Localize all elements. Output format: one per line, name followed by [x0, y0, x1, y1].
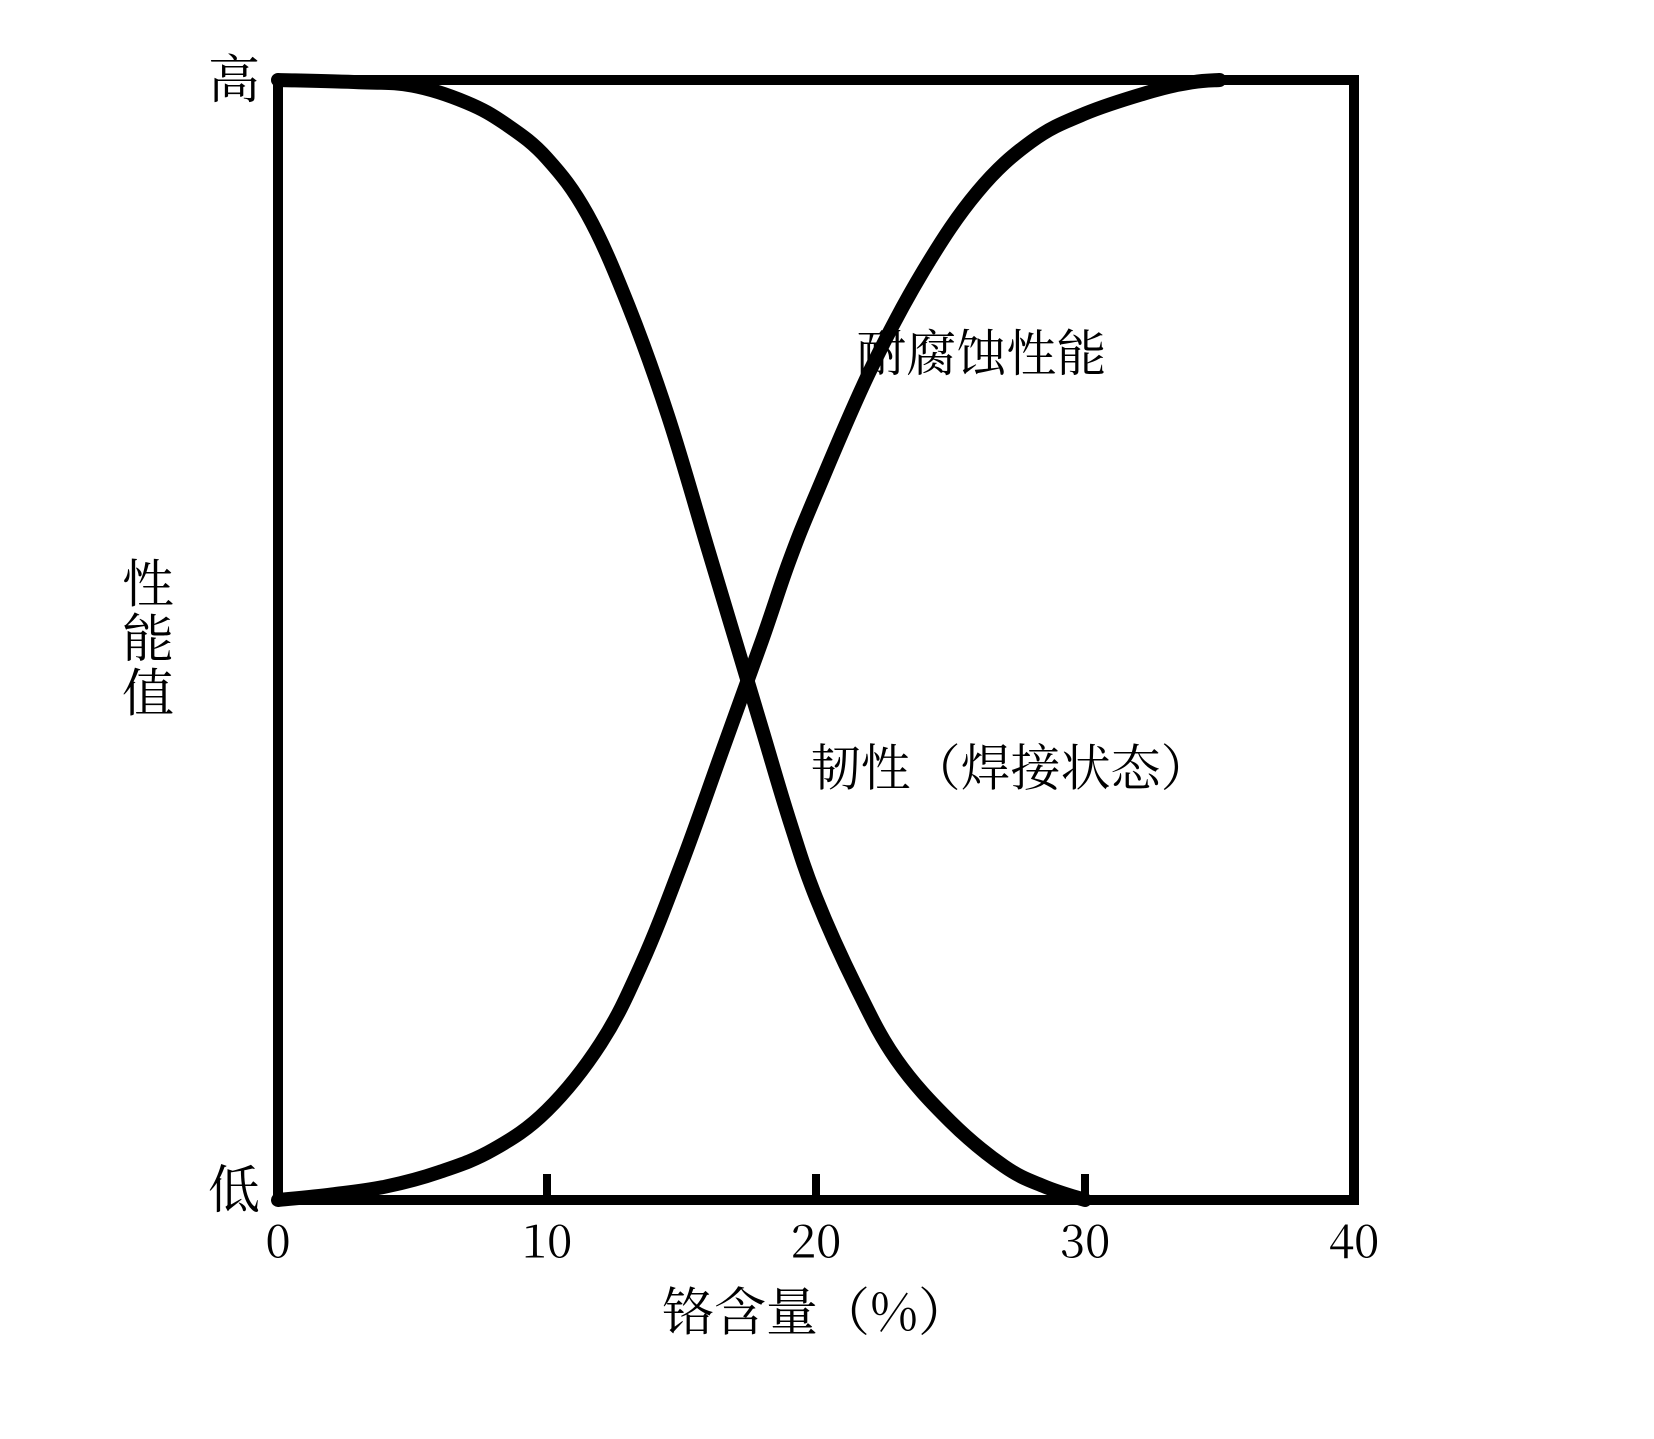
x-tick-label: 30 [1060, 1206, 1111, 1272]
x-tick-label: 40 [1329, 1206, 1380, 1272]
x-tick-label: 10 [522, 1206, 573, 1272]
y-top-label: 高 [208, 38, 260, 113]
y-axis-label: 性能值 [122, 542, 174, 726]
performance-vs-cr-chart: 0 10 20 30 40 铬含量（%） 高低 性能值 耐腐蚀性能韧性（焊接状态） [0, 0, 1654, 1439]
series-label-韧性（焊接状态）: 韧性（焊接状态） [811, 729, 1211, 801]
chart-svg: 0 10 20 30 40 铬含量（%） 高低 性能值 耐腐蚀性能韧性（焊接状态） [0, 0, 1654, 1439]
x-axis-label: 铬含量（%） [662, 1270, 970, 1345]
x-tick-label: 0 [265, 1206, 290, 1272]
x-tick-label: 20 [791, 1206, 842, 1272]
svg-text:值: 值 [122, 652, 174, 727]
series-label-耐腐蚀性能: 耐腐蚀性能 [856, 314, 1106, 386]
y-bottom-label: 低 [208, 1148, 260, 1223]
series-韧性（焊接状态） [278, 80, 1085, 1200]
series-耐腐蚀性能 [278, 80, 1220, 1200]
